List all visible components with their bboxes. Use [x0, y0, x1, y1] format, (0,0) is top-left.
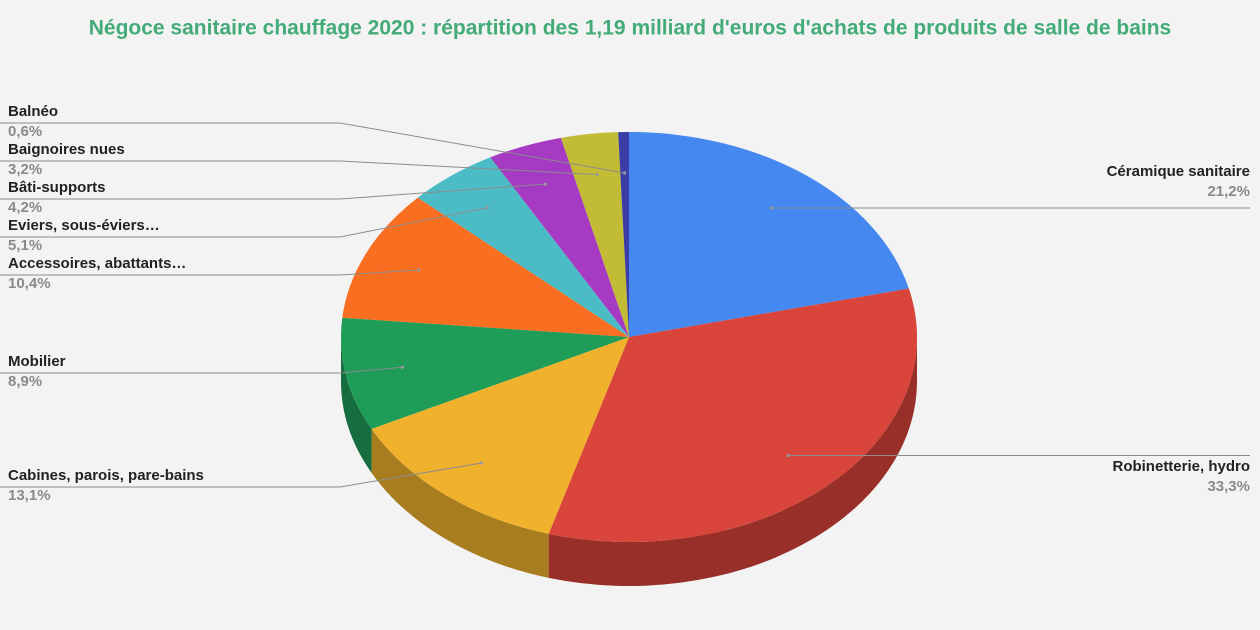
slice	[371, 337, 629, 534]
leader-dot	[479, 461, 484, 465]
slice	[341, 317, 629, 429]
leader-dot	[595, 172, 599, 177]
slice-value: 0,6%	[8, 123, 42, 140]
slice	[342, 197, 629, 337]
slice-label: Céramique sanitaire	[1107, 163, 1250, 180]
slice-label: Cabines, parois, pare-bains	[8, 467, 204, 484]
slice-label: Baignoires nues	[8, 141, 125, 158]
leader-dot	[400, 365, 405, 369]
leader-line	[0, 462, 482, 488]
slice	[560, 132, 629, 337]
slice-side	[548, 337, 918, 587]
slice	[548, 288, 918, 543]
leader-line	[0, 207, 488, 238]
slice-side	[341, 337, 372, 473]
slice	[629, 132, 909, 337]
leader-line	[0, 122, 625, 174]
slice-label: Eviers, sous-éviers…	[8, 217, 160, 234]
slice-label: Accessoires, abattants…	[8, 255, 186, 272]
leader-dot	[543, 182, 548, 186]
slice-label: Balnéo	[8, 103, 58, 120]
slice-label: Robinetterie, hydro	[1112, 458, 1250, 475]
slice	[490, 137, 629, 337]
slice-label: Bâti-supports	[8, 179, 106, 196]
slice-value: 21,2%	[1207, 183, 1250, 200]
leader-dot	[769, 206, 773, 210]
slice-value: 13,1%	[8, 487, 51, 504]
slice-value: 8,9%	[8, 373, 42, 390]
leader-dot	[786, 453, 790, 458]
leader-line	[0, 366, 403, 374]
slice	[417, 157, 629, 337]
slice	[618, 132, 629, 337]
slice-value: 5,1%	[8, 237, 42, 254]
leader-dot	[417, 268, 421, 272]
slice-side	[371, 428, 549, 578]
slice-value: 10,4%	[8, 275, 51, 292]
slice-label: Mobilier	[8, 353, 66, 370]
leader-line	[0, 160, 598, 176]
slice-value: 3,2%	[8, 161, 42, 178]
leader-line	[0, 269, 419, 276]
leader-line	[0, 183, 546, 200]
slice-value: 4,2%	[8, 199, 42, 216]
leader-dot	[485, 206, 489, 210]
chart-title: Négoce sanitaire chauffage 2020 : répart…	[89, 17, 1172, 40]
slice-value: 33,3%	[1207, 478, 1250, 495]
leader-dot	[623, 171, 627, 175]
